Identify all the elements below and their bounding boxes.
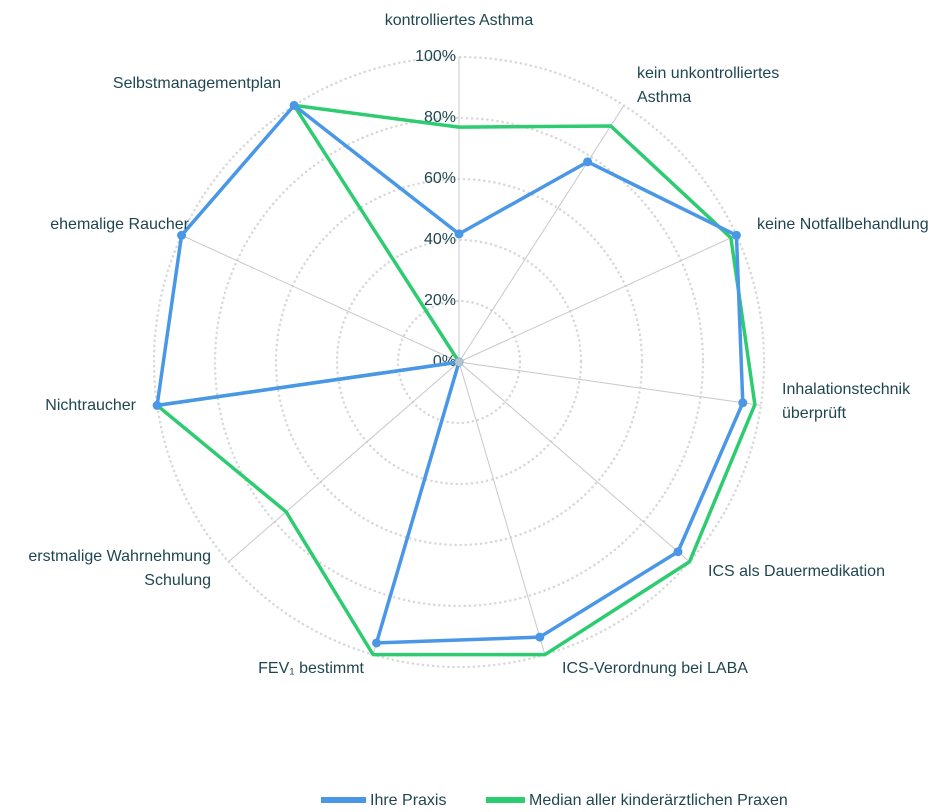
category-label: kein unkontrolliertes Asthma [637, 65, 780, 106]
category-label: ICS-Verordnung bei LABA [562, 660, 748, 677]
y-tick-label: 60% [424, 170, 456, 187]
series-line [155, 103, 757, 657]
grid-circle [335, 238, 583, 486]
category-label: Nichtraucher [45, 397, 136, 414]
grid-circle [152, 55, 766, 669]
data-point [177, 230, 187, 240]
data-point [289, 100, 299, 110]
data-point [535, 632, 545, 642]
data-point [731, 230, 741, 240]
y-tick-label: 40% [424, 231, 456, 248]
y-tick-label: 20% [424, 292, 456, 309]
category-label: kontrolliertes Asthma [384, 12, 534, 29]
center-dot [455, 358, 463, 366]
category-label: ehemalige Raucher [50, 216, 189, 233]
data-point [738, 398, 748, 408]
data-point [583, 157, 593, 167]
category-label: erstmalige Wahrnehmung Schulung [28, 548, 211, 589]
category-label: ICS als Dauermedikation [708, 563, 885, 580]
legend-label: Ihre Praxis [370, 792, 446, 809]
y-tick-label: 80% [424, 109, 456, 126]
spoke [458, 361, 690, 563]
legend-label: Median aller kinderärztlichen Praxen [529, 792, 788, 809]
data-point [152, 400, 162, 410]
series-line [155, 103, 745, 645]
category-label: Selbstmanagementplan [112, 75, 281, 92]
spoke [458, 105, 625, 363]
data-point [372, 638, 382, 648]
spoke [458, 361, 761, 406]
spoke [458, 361, 546, 655]
category-label: Inhalationstechnik überprüft [782, 381, 911, 422]
grid-circle [213, 116, 705, 608]
spoke [228, 361, 460, 563]
spoke [181, 234, 460, 363]
spoke [458, 234, 737, 363]
data-point [454, 229, 464, 239]
grid-circle [396, 299, 522, 425]
category-label: keine Notfallbehandlung [757, 216, 929, 233]
y-tick-label: 100% [415, 48, 456, 65]
data-point [673, 547, 683, 557]
category-label: FEV₁ bestimmt [258, 660, 364, 677]
